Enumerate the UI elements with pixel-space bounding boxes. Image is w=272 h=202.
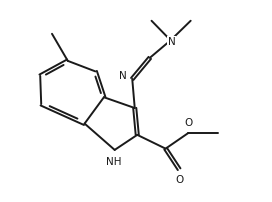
Text: NH: NH xyxy=(106,157,121,167)
Text: N: N xyxy=(119,72,127,81)
Text: O: O xyxy=(175,175,184,185)
Text: O: O xyxy=(184,118,193,128)
Text: N: N xyxy=(168,37,176,47)
